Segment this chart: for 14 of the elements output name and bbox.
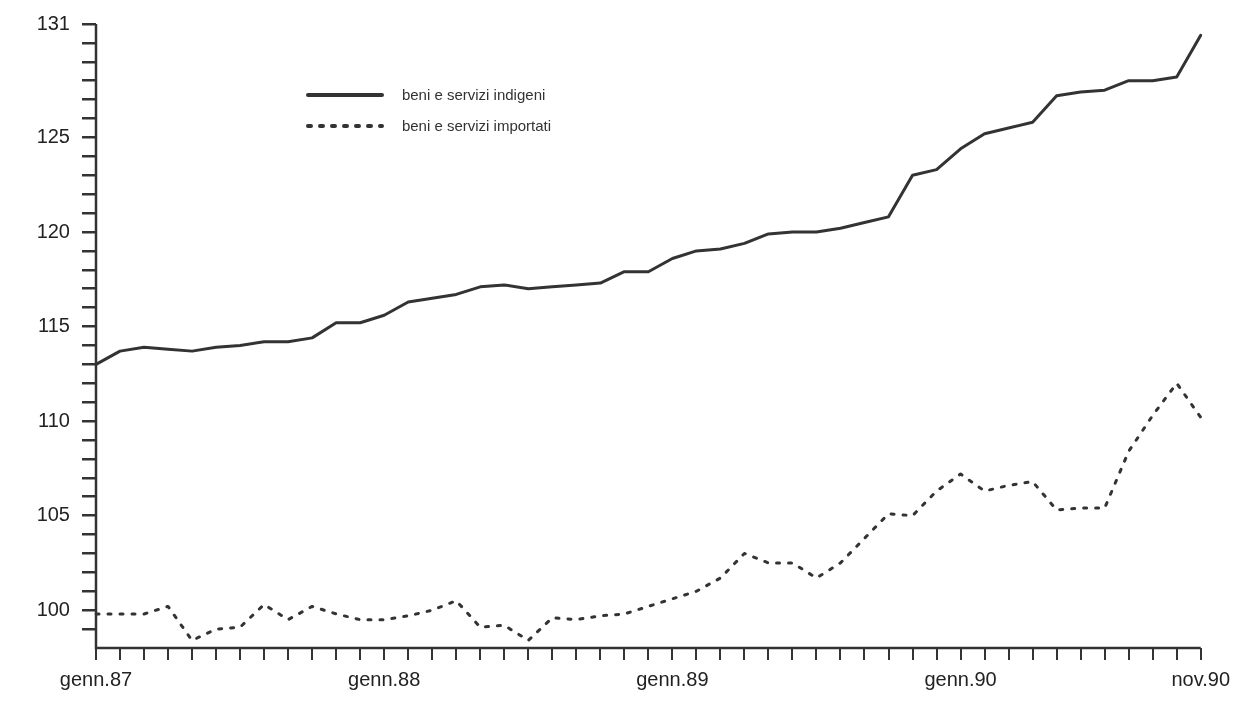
x-tick-label: genn.88 xyxy=(348,667,421,690)
y-tick-label: 125 xyxy=(36,124,70,147)
y-tick-label: 100 xyxy=(36,597,70,620)
y-tick-label: 115 xyxy=(38,314,70,337)
x-tick-label: genn.87 xyxy=(59,667,133,690)
y-tick-label: 131 xyxy=(36,11,70,34)
x-tick-label: genn.90 xyxy=(924,667,997,690)
y-tick-label: 105 xyxy=(36,503,70,526)
x-tick-label: genn.89 xyxy=(636,667,709,690)
y-tick-label: 120 xyxy=(36,219,70,242)
x-tick-label: nov.90 xyxy=(1171,667,1231,690)
y-tick-label: 110 xyxy=(38,408,70,431)
legend-label: beni e servizi indigeni xyxy=(401,86,546,104)
legend-label: beni e servizi importati xyxy=(401,117,552,135)
